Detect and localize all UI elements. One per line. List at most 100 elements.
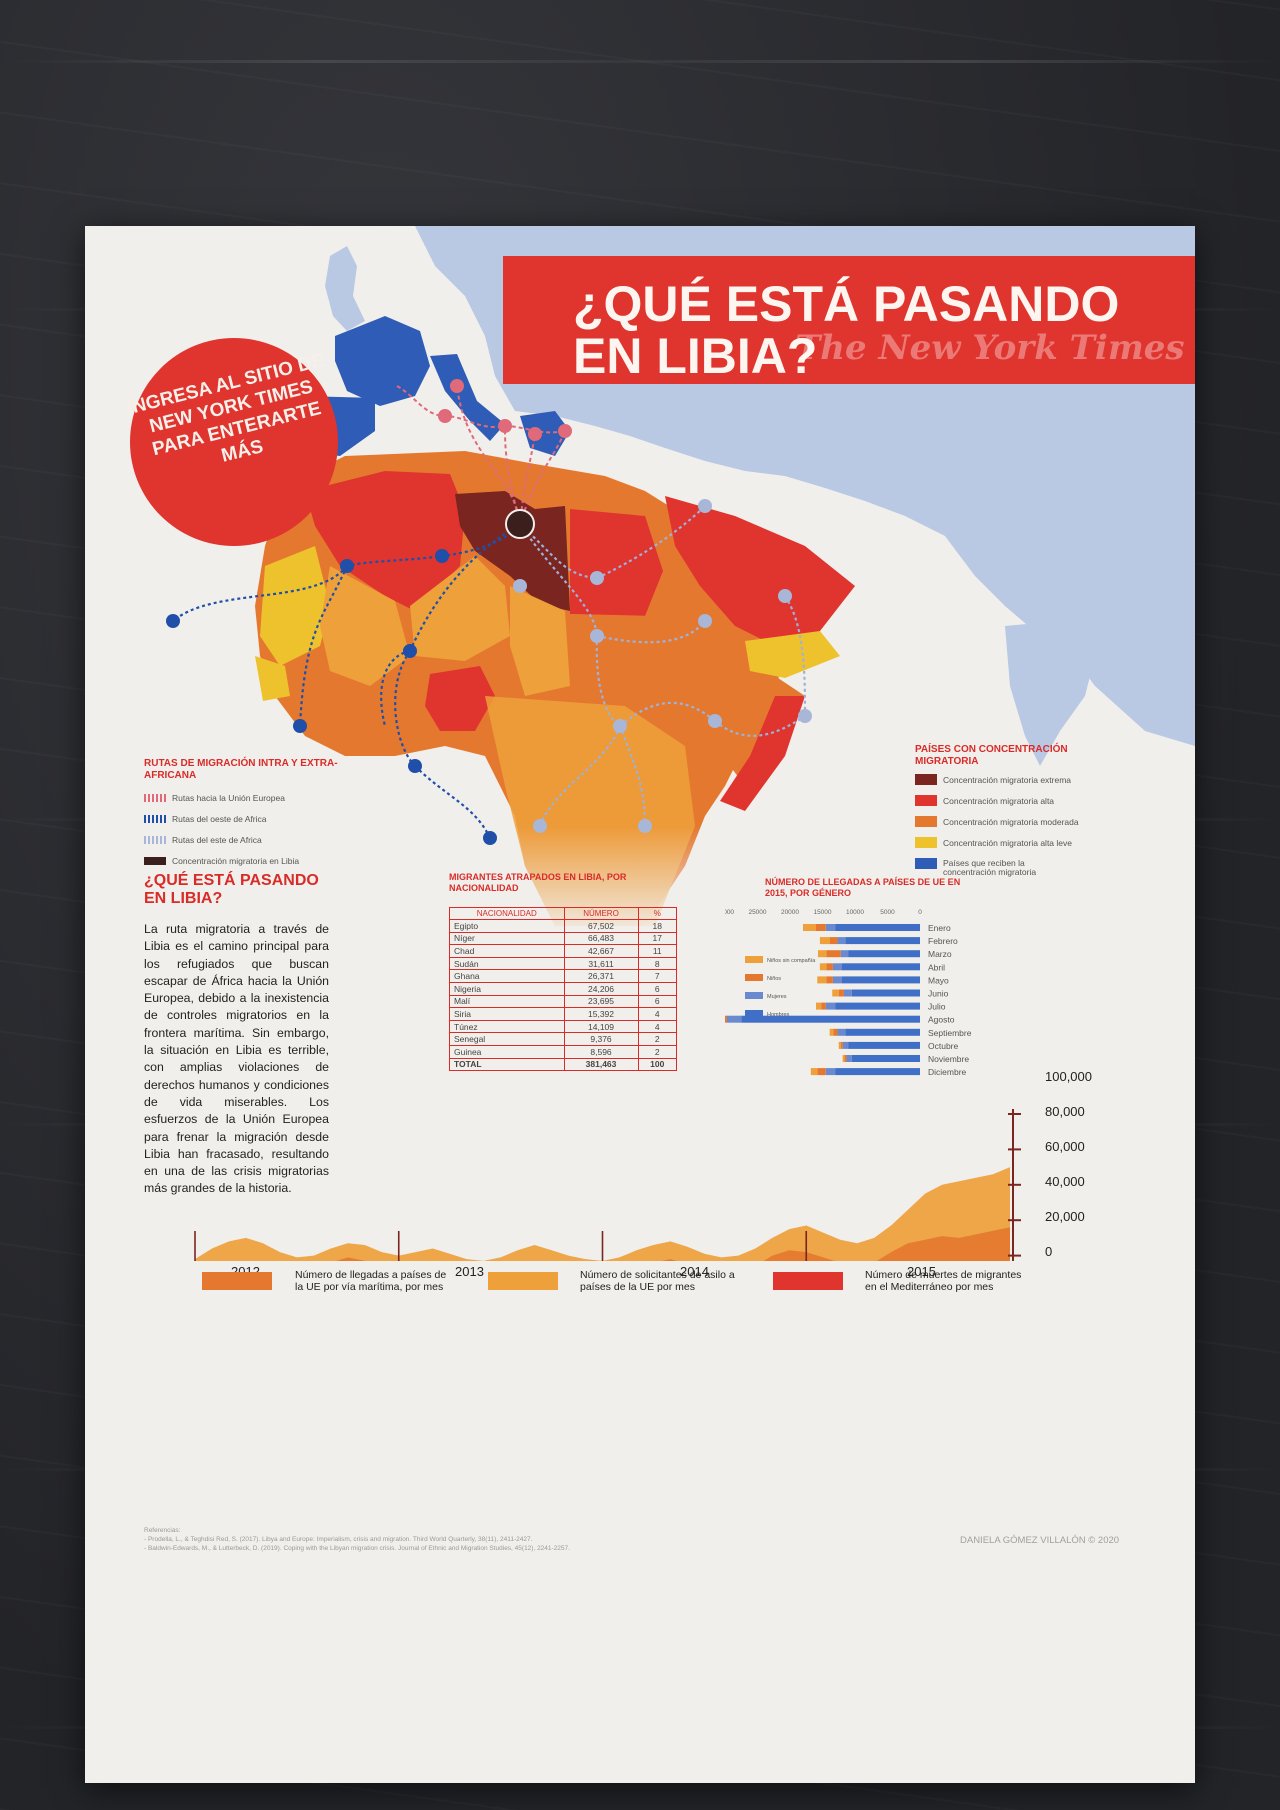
bar-segment [825,1002,836,1010]
bar-segment [819,963,827,971]
bar-segment [825,924,836,931]
gender-chart-title: NÚMERO DE LLEGADAS A PAÍSES DE UE EN 201… [765,877,961,898]
bar-legend-swatch [745,956,763,963]
number-cell: 9,376 [563,1032,639,1046]
bar-segment [726,1015,742,1023]
bar-segment [851,989,920,997]
bar-legend-label: Niños [767,976,781,982]
bar-segment [842,963,920,971]
nationality-cell: Senegal [449,1032,565,1046]
dashes-icon [144,815,166,823]
percent-cell: 4 [637,1019,677,1034]
chad [510,586,570,696]
bar-segment [837,937,846,945]
y-tick-label: 100,000 [1045,1069,1092,1084]
infographic-poster: ¿QUÉ ESTÁ PASANDO EN LIBIA? The New York… [85,226,1195,1783]
libya [455,491,570,611]
libya-concentration-node [505,509,535,539]
senegal [255,656,290,701]
route-node [438,409,452,423]
swatch-icon [915,816,937,827]
nationality-cell: Níger [449,931,565,946]
gender-bar-chart: 30000 25000 20000 15000 10000 5000 0 Enero Febre… [725,909,972,1077]
year-label: 2013 [455,1264,484,1279]
route-node [558,424,572,438]
area-legend-label: Número de solicitantes de asilo a países… [580,1269,735,1293]
bar-segment [821,1002,826,1010]
bar-segment [829,937,838,945]
month-label: Mayo [928,975,949,985]
bar-legend-label: Niños sin compañía [767,958,816,964]
italy [430,354,505,441]
bar-segment [837,1028,846,1036]
bar-segment [741,1015,920,1023]
france [335,316,430,406]
month-label: Enero [928,923,951,933]
legend-swatch [202,1272,272,1290]
bar-segment [842,1055,845,1062]
number-cell: 42,667 [563,944,639,958]
bar-tick-label: 5000 [880,909,895,916]
bar-segment [816,924,826,931]
table-row: Malí 23,695 6 [449,994,677,1009]
bar-segment [816,1002,822,1010]
routes-legend-title: RUTAS DE MIGRACIÓN INTRA Y EXTRA-AFRICAN… [144,758,338,781]
bar-tick-label: 15000 [813,909,831,916]
mauritania [260,546,330,666]
area-legend-label: Número de llegadas a países de la UE por… [295,1269,447,1293]
bar-segment [835,1002,920,1010]
bar-segment [845,937,920,945]
credit: DANIELA GÓMEZ VILLALÓN © 2020 [960,1535,1120,1546]
bar-segment [846,1055,852,1062]
page-title: ¿QUÉ ESTÁ PASANDO EN LIBIA? [573,276,1120,384]
bar-segment [832,976,842,984]
number-cell: 381,463 [563,1057,639,1072]
bar-tick-label: 20000 [781,909,799,916]
month-label: Abril [928,962,945,972]
countries-legend-title: PAÍSES CON CONCENTRACIÓN MIGRATORIA [915,744,1068,767]
percent-cell: 18 [637,919,677,933]
dashes-icon [144,794,166,802]
month-label: Septiembre [928,1028,972,1038]
number-cell: 31,611 [563,956,639,971]
bar-segment [817,1068,826,1076]
bar-segment [840,950,849,958]
area-series [245,1227,1010,1261]
bar-tick-label: 0 [918,909,922,916]
nyt-cta-circle[interactable]: INGRESA AL SITIO DE NEW YORK TIMES PARA … [125,338,338,546]
nationality-cell: Siria [449,1007,565,1021]
algeria [305,471,465,611]
y-tick-label: 40,000 [1045,1174,1085,1189]
swatch-icon [915,774,937,785]
countries-legend: PAÍSES CON CONCENTRACIÓN MIGRATORIA Conc… [915,744,1115,877]
table-row: Guinea 8,596 2 [449,1044,677,1059]
bar-segment [843,989,852,997]
swatch-icon [915,858,937,869]
table-row: Egipto 67,502 18 [449,919,677,933]
bar-segment [838,1041,841,1049]
bar-segment [825,1068,836,1076]
crease [0,60,1280,63]
number-cell: 14,109 [563,1019,639,1034]
title-banner: ¿QUÉ ESTÁ PASANDO EN LIBIA? The New York… [503,256,1195,384]
somalia [720,696,805,811]
bar-segment [835,1068,920,1076]
table-row: Ghana 26,371 7 [449,969,677,983]
bar-segment [842,1041,849,1049]
percent-cell: 100 [637,1057,677,1072]
col-header: % [637,907,677,920]
uk-land [325,246,365,331]
month-label: Diciembre [928,1067,967,1077]
table-row: Siria 15,392 4 [449,1007,677,1021]
year-label: 2015 [907,1264,936,1279]
percent-cell: 11 [637,944,677,958]
routes-legend: RUTAS DE MIGRACIÓN INTRA Y EXTRA-AFRICAN… [144,758,344,866]
percent-cell: 17 [637,931,677,946]
section-heading: ¿QUÉ ESTÁ PASANDO EN LIBIA? [144,872,319,907]
area-legend-label: Número de muertes de migrantes en el Med… [865,1269,1022,1293]
egypt [570,509,663,616]
year-label: 2014 [680,1264,709,1279]
bar-segment [835,924,920,931]
bar-segment [810,1068,818,1076]
arabia [665,496,855,646]
